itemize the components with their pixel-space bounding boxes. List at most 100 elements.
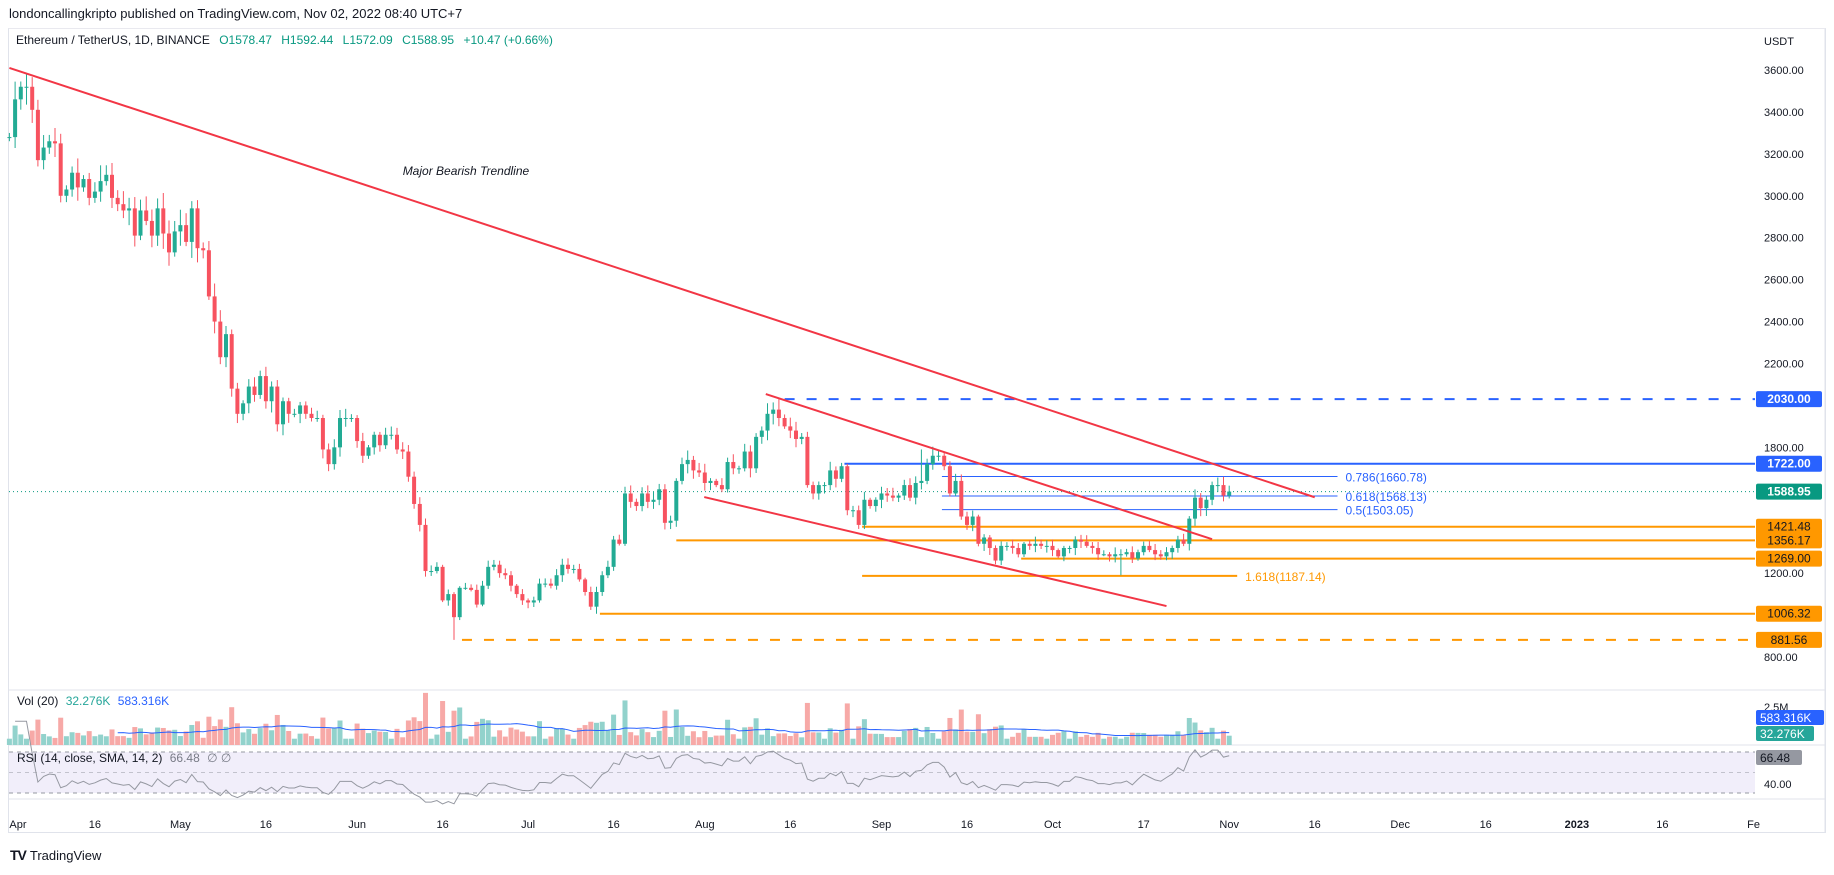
candle-body: [543, 583, 548, 585]
candle-body: [1061, 547, 1066, 557]
volume-bar: [514, 729, 520, 745]
volume-bar: [1095, 732, 1101, 745]
candle-body: [976, 516, 981, 544]
volume-bar: [46, 736, 52, 745]
volume-bar: [246, 729, 252, 745]
volume-bar: [451, 710, 457, 745]
volume-bar: [1146, 734, 1152, 745]
volume-bar: [1209, 727, 1215, 745]
candle-body: [879, 493, 884, 500]
candle-body: [383, 434, 388, 446]
volume-bar: [1084, 734, 1090, 745]
volume-legend[interactable]: Vol (20) 32.276K 583.316K: [17, 694, 169, 708]
rsi-tag: 66.48: [1760, 751, 1790, 765]
candle-body: [338, 418, 342, 448]
candle-body: [1175, 539, 1180, 548]
volume-bar: [1112, 736, 1118, 745]
volume-bar: [1181, 734, 1187, 745]
candle-body: [1118, 554, 1123, 556]
volume-bar: [844, 703, 850, 745]
candle-body: [873, 499, 878, 507]
candle-body: [434, 566, 439, 572]
candle-body: [224, 334, 228, 358]
candle-body: [668, 520, 673, 523]
candle-body: [320, 418, 325, 450]
candle-body: [24, 86, 29, 88]
volume-bar: [1072, 731, 1078, 745]
price-tick-label: 2400.00: [1764, 317, 1804, 329]
level-price-tag: 1269.00: [1767, 552, 1811, 566]
volume-bar: [958, 709, 964, 745]
candle-body: [776, 409, 781, 419]
candle-body: [246, 386, 251, 404]
rsi-legend[interactable]: RSI (14, close, SMA, 14, 2) 66.48 ∅ ∅: [17, 751, 231, 765]
volume-bar: [696, 737, 702, 745]
volume-bar: [480, 718, 485, 745]
volume-bar: [485, 720, 491, 745]
time-tick-label: Apr: [9, 819, 26, 831]
volume-bar: [58, 717, 64, 745]
candle-body: [1084, 541, 1089, 546]
volume-bar: [1015, 732, 1021, 745]
candle-body: [1010, 545, 1015, 548]
candle-body: [1016, 547, 1021, 555]
volume-bar: [565, 734, 571, 745]
volume-bar: [964, 731, 970, 745]
candle-body: [1141, 545, 1146, 553]
candle-body: [1022, 543, 1026, 555]
volume-bar: [787, 736, 793, 745]
candle-body: [537, 583, 542, 601]
candle-body: [440, 566, 445, 601]
candle-body: [851, 510, 855, 512]
candle-body: [828, 470, 833, 486]
volume-bar: [867, 733, 873, 745]
candle-body: [583, 579, 588, 593]
candle-body: [92, 191, 97, 198]
candle-body: [868, 499, 873, 507]
channel-upper-line: [765, 393, 1213, 541]
volume-bar: [537, 721, 542, 745]
candle-body: [275, 386, 280, 425]
volume-bar: [1089, 736, 1095, 745]
volume-bar: [394, 728, 400, 745]
volume-bar: [428, 738, 434, 745]
volume-bar: [765, 728, 770, 745]
fib-label: 1.618(1187.14): [1245, 570, 1326, 584]
volume-bar: [742, 727, 748, 745]
volume-bar: [690, 731, 696, 745]
candle-body: [377, 434, 382, 446]
volume-bar: [314, 738, 320, 745]
volume-ma-tag-bg: [1756, 710, 1824, 725]
volume-bar: [1044, 738, 1050, 745]
candle-body: [1124, 552, 1129, 555]
candle-body: [423, 524, 428, 572]
candle-body: [70, 172, 75, 190]
candle-body: [206, 250, 211, 297]
volume-bar: [155, 727, 161, 745]
volume-bar: [280, 724, 286, 745]
candle-body: [1056, 550, 1061, 557]
candle-body: [1050, 545, 1055, 551]
candle-body: [930, 455, 935, 465]
volume-bar: [354, 723, 360, 745]
candle-body: [908, 485, 912, 498]
price-tick-label: 3400.00: [1764, 107, 1804, 119]
volume-bar: [605, 730, 611, 745]
volume-bar: [423, 692, 428, 745]
candle-body: [560, 564, 565, 576]
candle-body: [41, 147, 46, 161]
candle-body: [566, 564, 570, 569]
candle-body: [1107, 554, 1112, 557]
candle-body: [577, 568, 582, 580]
candle-body: [1079, 539, 1083, 542]
candle-body: [605, 566, 610, 576]
tradingview-footer[interactable]: TV TradingView: [10, 847, 101, 863]
candle-body: [138, 210, 143, 236]
price-tick-label: 2200.00: [1764, 358, 1804, 370]
volume-bar: [907, 729, 913, 745]
symbol-title[interactable]: Ethereum / TetherUS, 1D, BINANCE: [16, 33, 210, 47]
volume-bar: [41, 734, 47, 745]
candle-body: [1153, 550, 1158, 555]
volume-bar: [1203, 732, 1209, 745]
